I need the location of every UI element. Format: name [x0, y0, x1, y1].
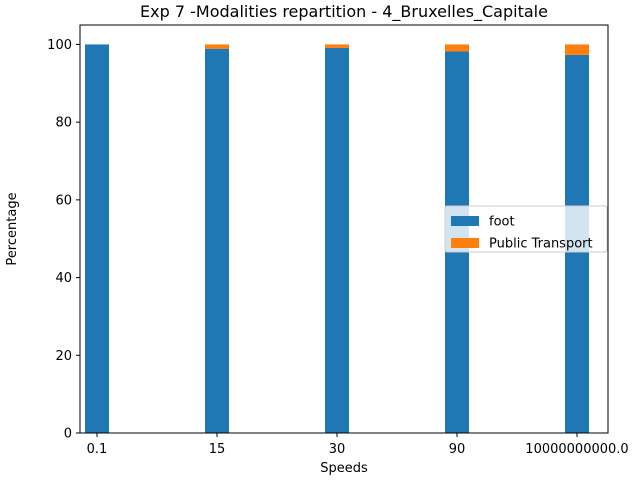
x-axis-label: Speeds [320, 461, 368, 476]
x-axis: 0.1 15 30 90 10000000000.0 [87, 433, 629, 457]
y-axis-label: Percentage [5, 192, 20, 265]
x-tick-label: 30 [329, 442, 346, 457]
chart-title: Exp 7 -Modalities repartition - 4_Bruxel… [140, 2, 548, 22]
legend-swatch-foot [451, 216, 479, 226]
y-axis: 0 20 40 60 80 100 [47, 38, 80, 442]
bar-public-transport-1 [205, 44, 229, 49]
y-tick-label: 80 [55, 116, 72, 131]
y-tick-label: 60 [55, 193, 72, 208]
y-tick-label: 40 [55, 271, 72, 286]
y-tick-label: 0 [64, 427, 72, 442]
legend: foot Public Transport [444, 205, 608, 253]
y-tick-label: 20 [55, 349, 72, 364]
x-tick-label: 10000000000.0 [525, 442, 628, 457]
bar-public-transport-4 [565, 44, 589, 55]
legend-swatch-public-transport [451, 238, 479, 248]
legend-label-foot: foot [489, 215, 515, 230]
x-tick-label: 15 [209, 442, 226, 457]
plot-frame [79, 24, 609, 434]
bar-foot-0 [85, 44, 109, 434]
bar-foot-2 [325, 47, 349, 433]
x-tick-label: 90 [449, 442, 466, 457]
legend-box [444, 205, 608, 253]
x-tick-label: 0.1 [87, 442, 108, 457]
y-tick-label: 100 [47, 38, 72, 53]
bar-foot-1 [205, 48, 229, 434]
bar-public-transport-3 [445, 44, 469, 52]
bar-public-transport-2 [325, 44, 349, 48]
legend-label-public-transport: Public Transport [489, 237, 593, 252]
